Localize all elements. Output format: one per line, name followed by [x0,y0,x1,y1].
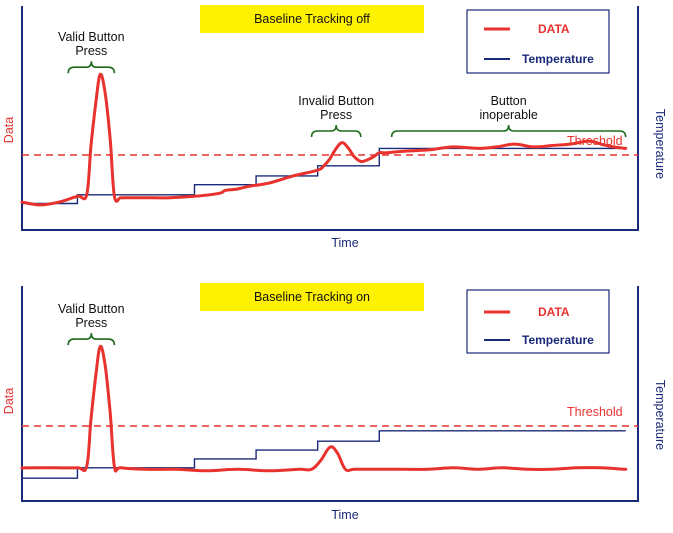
annotation-bracket [67,333,116,346]
annotation-label: Invalid Button Press [298,94,374,122]
chart-title-banner: Baseline Tracking on [200,283,424,311]
chart-panel-off: Baseline Tracking off Data Temperature T… [2,5,667,250]
legend-label-data: DATA [538,305,570,319]
title-banner-background [200,5,424,33]
legend-box [466,289,610,354]
annotations: Valid Button Press Invalid Button Press Butt… [58,30,627,138]
chart-title: Baseline Tracking off [254,12,370,26]
title-banner-background [200,283,424,311]
annotation-label: Valid Button Press [58,302,125,330]
y-axis-right-title: Temperature [653,109,667,179]
legend: DATA Temperature [466,9,610,74]
legend-box [466,9,610,74]
y-axis-left-title: Data [2,117,16,143]
data-line [20,72,628,207]
annotation-bracket [390,124,627,138]
chart-title: Baseline Tracking on [254,290,370,304]
annotations: Valid Button Press [58,302,125,346]
series-temperature [22,430,626,479]
chart-panel-on: Baseline Tracking on Data Temperature Ti… [2,283,667,522]
x-axis-title: Time [331,508,358,522]
series-data [20,72,628,207]
legend-label-data: DATA [538,22,570,36]
legend: DATA Temperature [466,289,610,354]
threshold-label: Threshold [567,405,623,419]
chart-title-banner: Baseline Tracking off [200,5,424,33]
series-data [20,344,628,473]
annotation-label: Button inoperable [479,94,537,122]
temperature-line [22,430,626,479]
annotation-bracket [67,61,116,74]
x-axis-title: Time [331,236,358,250]
y-axis-left-title: Data [2,388,16,414]
annotation-bracket [310,124,362,138]
legend-label-temperature: Temperature [522,52,594,66]
y-axis-right-title: Temperature [653,380,667,450]
data-line [20,344,628,473]
annotation-label: Valid Button Press [58,30,125,58]
legend-label-temperature: Temperature [522,333,594,347]
